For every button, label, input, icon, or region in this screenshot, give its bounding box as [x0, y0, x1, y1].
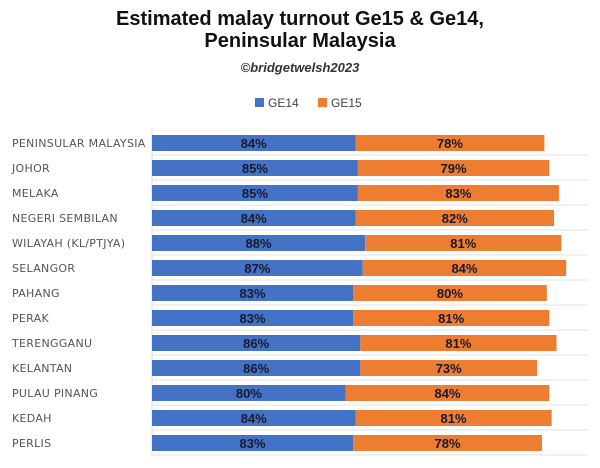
category-label: PAHANG [12, 287, 60, 300]
bar-ge15 [353, 310, 550, 326]
bar-ge14 [152, 385, 346, 401]
data-label-ge14: 88% [246, 236, 272, 251]
bar-ge14 [152, 135, 356, 151]
bar-ge15 [355, 410, 552, 426]
bar-ge14 [152, 260, 363, 276]
data-label-ge15: 78% [437, 136, 463, 151]
chart-title-line1: Estimated malay turnout Ge15 & Ge14, [116, 8, 484, 30]
category-label: PENINSULAR MALAYSIA [12, 137, 146, 150]
bar-ge15 [355, 135, 545, 151]
bar-ge14 [152, 210, 356, 226]
legend-swatch-ge15 [318, 98, 327, 107]
data-label-ge15: 79% [441, 161, 467, 176]
bar-ge14 [152, 160, 358, 176]
data-label-ge15: 78% [434, 436, 460, 451]
bar-ge14 [152, 285, 354, 301]
data-label-ge14: 86% [243, 361, 269, 376]
data-label-ge14: 83% [240, 311, 266, 326]
data-label-ge15: 82% [442, 211, 468, 226]
legend-swatch-ge14 [255, 98, 264, 107]
data-label-ge15: 80% [437, 286, 463, 301]
data-label-ge14: 84% [241, 211, 267, 226]
bar-ge15 [345, 385, 550, 401]
bar-ge14 [152, 185, 358, 201]
data-label-ge14: 85% [242, 186, 268, 201]
data-label-ge15: 81% [438, 311, 464, 326]
data-label-ge15: 81% [445, 336, 471, 351]
data-label-ge14: 80% [236, 386, 262, 401]
bar-ge14 [152, 435, 354, 451]
data-label-ge14: 83% [240, 436, 266, 451]
data-label-ge15: 83% [445, 186, 471, 201]
legend-label-ge14: GE14 [268, 96, 299, 110]
bar-ge15 [357, 160, 550, 176]
data-label-ge14: 87% [244, 261, 270, 276]
data-label-ge14: 83% [240, 286, 266, 301]
category-label: KELANTAN [12, 362, 72, 375]
data-label-ge14: 86% [243, 336, 269, 351]
bar-ge14 [152, 360, 361, 376]
category-label: PERLIS [12, 437, 51, 450]
data-label-ge14: 84% [241, 136, 267, 151]
chart-title-line2: Peninsular Malaysia [204, 30, 396, 52]
category-label: PULAU PINANG [12, 387, 98, 400]
bar-ge14 [152, 335, 361, 351]
data-label-ge14: 84% [241, 411, 267, 426]
bar-ge14 [152, 310, 354, 326]
data-label-ge15: 81% [450, 236, 476, 251]
bar-ge15 [357, 185, 559, 201]
bar-ge14 [152, 235, 366, 251]
data-label-ge15: 84% [434, 386, 460, 401]
category-label: JOHOR [11, 162, 50, 175]
legend-label-ge15: GE15 [331, 96, 362, 110]
chart-subtitle: ©bridgetwelsh2023 [240, 60, 360, 75]
category-label: PERAK [12, 312, 50, 325]
category-label: NEGERI SEMBILAN [12, 212, 118, 225]
data-label-ge14: 85% [242, 161, 268, 176]
data-label-ge15: 73% [436, 361, 462, 376]
bar-ge15 [365, 235, 562, 251]
bar-ge15 [360, 360, 538, 376]
category-label: WILAYAH (KL/PTJYA) [12, 237, 125, 250]
category-label: SELANGOR [12, 262, 75, 275]
bar-ge15 [355, 210, 555, 226]
data-label-ge15: 84% [451, 261, 477, 276]
data-label-ge15: 81% [441, 411, 467, 426]
bar-ge15 [353, 285, 547, 301]
bar-ge14 [152, 410, 356, 426]
bar-ge15 [360, 335, 557, 351]
bar-ge15 [353, 435, 542, 451]
category-label: KEDAH [12, 412, 52, 425]
category-label: TERENGGANU [11, 337, 92, 350]
category-label: MELAKA [12, 187, 59, 200]
bar-ge15 [362, 260, 567, 276]
